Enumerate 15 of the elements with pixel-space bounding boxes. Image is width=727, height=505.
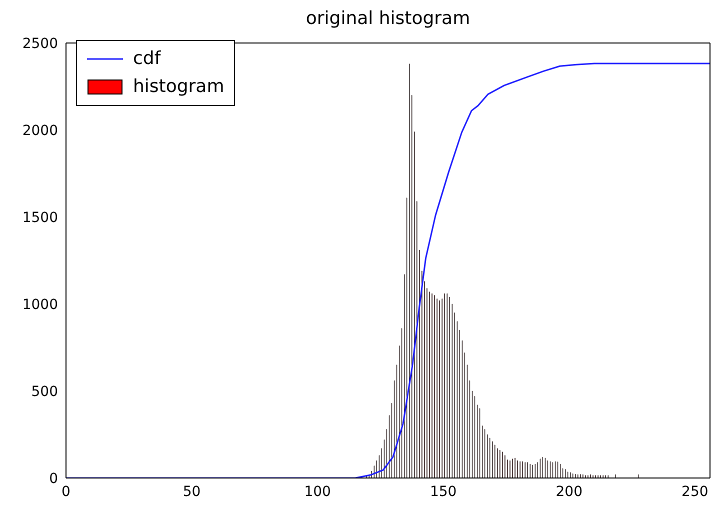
x-tick-label: 250 xyxy=(682,484,708,500)
x-tick-label: 200 xyxy=(556,484,582,500)
y-tick-label: 2500 xyxy=(22,36,58,52)
x-tick-label: 50 xyxy=(182,484,201,500)
legend-label: histogram xyxy=(133,75,224,99)
x-tick-label: 0 xyxy=(62,484,70,500)
y-tick-label: 0 xyxy=(49,470,58,487)
y-tick-label: 2000 xyxy=(22,122,58,139)
legend-label: cdf xyxy=(133,47,161,71)
y-tick-label: 500 xyxy=(31,384,58,400)
y-tick-label: 1500 xyxy=(22,210,58,226)
chart-title: original histogram xyxy=(304,8,472,31)
x-tick-label: 150 xyxy=(430,484,457,500)
y-tick-label: 1000 xyxy=(22,296,58,313)
x-tick-label: 100 xyxy=(304,484,331,500)
